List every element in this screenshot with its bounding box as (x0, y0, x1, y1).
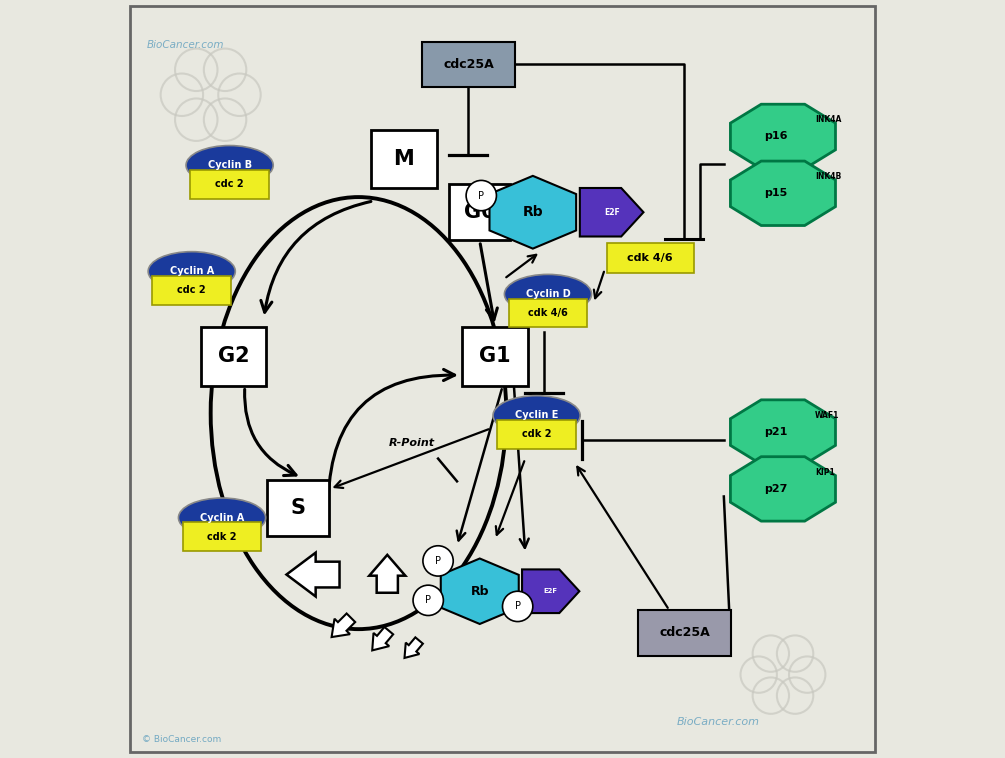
Text: cdc25A: cdc25A (659, 626, 710, 640)
Text: © BioCancer.com: © BioCancer.com (143, 735, 222, 744)
Text: INK4A: INK4A (815, 115, 841, 124)
FancyBboxPatch shape (462, 327, 528, 386)
Text: Cyclin B: Cyclin B (208, 160, 251, 171)
Polygon shape (731, 457, 835, 521)
Text: Cyclin A: Cyclin A (170, 266, 214, 277)
Circle shape (502, 591, 533, 622)
Ellipse shape (148, 252, 235, 291)
Text: p15: p15 (764, 188, 787, 199)
Text: cdc 2: cdc 2 (178, 285, 206, 296)
Text: p21: p21 (764, 427, 787, 437)
Circle shape (466, 180, 496, 211)
Text: WAF1: WAF1 (815, 411, 839, 420)
FancyBboxPatch shape (372, 130, 436, 188)
Polygon shape (731, 400, 835, 464)
Text: cdc 2: cdc 2 (215, 179, 244, 190)
Polygon shape (731, 105, 835, 168)
Text: BioCancer.com: BioCancer.com (676, 716, 760, 727)
Text: P: P (435, 556, 441, 566)
Polygon shape (332, 613, 355, 637)
Polygon shape (404, 637, 423, 658)
Polygon shape (489, 176, 576, 249)
Text: p27: p27 (764, 484, 787, 494)
FancyBboxPatch shape (267, 480, 329, 536)
Circle shape (423, 546, 453, 576)
Polygon shape (286, 553, 340, 597)
FancyBboxPatch shape (509, 299, 587, 327)
FancyBboxPatch shape (607, 243, 693, 273)
Text: BioCancer.com: BioCancer.com (147, 40, 224, 51)
Text: p16: p16 (764, 131, 787, 142)
Ellipse shape (493, 396, 580, 435)
FancyBboxPatch shape (201, 327, 266, 386)
FancyBboxPatch shape (638, 610, 731, 656)
Circle shape (413, 585, 443, 615)
Polygon shape (441, 559, 519, 624)
Text: cdk 4/6: cdk 4/6 (528, 308, 568, 318)
Polygon shape (731, 161, 835, 225)
Text: Rb: Rb (523, 205, 543, 219)
Polygon shape (580, 188, 643, 236)
Text: Rb: Rb (470, 584, 489, 598)
Text: P: P (478, 190, 484, 201)
Ellipse shape (186, 146, 273, 185)
Polygon shape (372, 627, 393, 650)
Text: cdc25A: cdc25A (443, 58, 493, 71)
Text: cdk 4/6: cdk 4/6 (627, 252, 673, 263)
Text: Cyclin E: Cyclin E (515, 410, 559, 421)
Polygon shape (369, 555, 405, 593)
Ellipse shape (505, 274, 592, 314)
Text: Cyclin A: Cyclin A (200, 512, 244, 523)
FancyBboxPatch shape (422, 42, 515, 87)
Text: G0: G0 (464, 202, 495, 222)
Text: S: S (290, 498, 306, 518)
Text: G2: G2 (218, 346, 249, 366)
FancyBboxPatch shape (190, 170, 269, 199)
Text: KIP1: KIP1 (815, 468, 834, 477)
Text: cdk 2: cdk 2 (522, 429, 552, 440)
FancyBboxPatch shape (130, 6, 875, 752)
Text: E2F: E2F (544, 588, 558, 594)
Text: P: P (425, 595, 431, 606)
FancyBboxPatch shape (497, 420, 576, 449)
Ellipse shape (179, 498, 265, 537)
Text: P: P (515, 601, 521, 612)
FancyBboxPatch shape (153, 276, 231, 305)
FancyBboxPatch shape (449, 184, 511, 240)
Text: M: M (394, 149, 414, 169)
Text: Cyclin D: Cyclin D (526, 289, 571, 299)
Text: G1: G1 (479, 346, 511, 366)
Text: INK4B: INK4B (815, 172, 841, 181)
Text: E2F: E2F (604, 208, 619, 217)
Text: cdk 2: cdk 2 (207, 531, 237, 542)
Polygon shape (522, 569, 579, 613)
Text: R-Point: R-Point (389, 438, 434, 449)
FancyBboxPatch shape (183, 522, 261, 551)
